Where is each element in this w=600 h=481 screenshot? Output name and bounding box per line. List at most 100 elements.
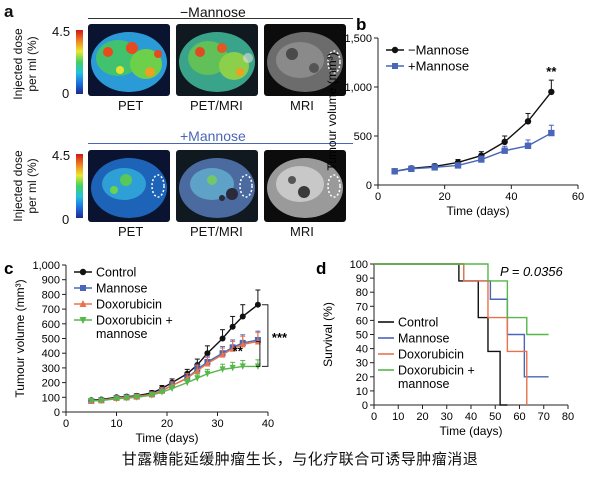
x-tick-label-b: 20: [439, 191, 451, 203]
x-axis-label-c: Time (days): [136, 431, 199, 445]
panel-a-label: a: [4, 2, 14, 21]
legend-marker-b-0: [391, 46, 399, 54]
y-tick-label-d: 100: [350, 259, 368, 271]
y-tick-label-d: 50: [356, 330, 368, 342]
bracket-c-inner: [255, 340, 261, 367]
x-axis-label-d: Time (days): [440, 424, 503, 438]
data-point-c-0: [219, 335, 226, 342]
colorbar-max-top: 4.5: [52, 24, 71, 39]
y-tick-label-c: 800: [42, 289, 60, 301]
data-point-c-0: [204, 350, 211, 357]
label-mri-top: MRI: [290, 98, 314, 113]
y-tick-label-c: 0: [54, 407, 60, 419]
minus-mannose-line: [88, 18, 353, 19]
y-tick-label-c: 400: [42, 348, 60, 360]
plus-mannose-title: +Mannose: [180, 128, 246, 144]
figure-caption: 甘露糖能延缓肿瘤生长，与化疗联合可诱导肿瘤消退: [121, 450, 479, 468]
x-tick-label-c: 40: [262, 418, 274, 430]
legend-label-b-0: −Mannose: [408, 43, 469, 58]
data-point-b-0: [548, 88, 555, 96]
y-tick-label-d: 40: [356, 344, 368, 356]
colorbar-max-bottom: 4.5: [52, 148, 71, 163]
label-mri-bottom: MRI: [290, 224, 314, 239]
series-line-b-1: [394, 132, 552, 172]
y-tick-label-b: 0: [366, 180, 372, 192]
data-point-c-0: [254, 301, 261, 308]
data-point-b-1: [478, 156, 485, 163]
data-point-c-0: [239, 313, 246, 320]
x-tick-label-c: 10: [110, 418, 122, 430]
x-tick-label-d: 0: [371, 411, 377, 423]
series-line-b-0: [394, 91, 552, 172]
legend-label-c-1: Mannose: [96, 282, 147, 296]
data-point-c-2: [194, 367, 201, 374]
pet-mri-image-minus: [176, 24, 258, 96]
legend-marker-c-1: [80, 285, 86, 291]
data-point-c-2: [184, 374, 191, 382]
y-axis-label-c: Tumour volume (mm³): [13, 279, 27, 397]
panel-c-label: c: [4, 259, 13, 278]
legend-marker-c-2: [79, 300, 87, 307]
y-tick-label-c: 600: [42, 319, 60, 331]
label-petmri-bottom: PET/MRI: [190, 224, 243, 239]
y-axis-label-b: Tumour volume (mm³): [325, 52, 339, 170]
y-tick-label-d: 70: [356, 301, 368, 313]
legend-label-c-0: Control: [96, 266, 136, 280]
x-tick-label-b: 0: [375, 191, 381, 203]
data-point-c-3: [169, 385, 176, 392]
legend-label-d-3-line2: mannose: [398, 377, 449, 391]
data-point-b-1: [524, 142, 532, 149]
mri-image-plus: [264, 150, 346, 222]
significance-b: **: [546, 64, 557, 79]
y-tick-label-d: 10: [356, 386, 368, 398]
data-point-c-3: [88, 397, 95, 405]
x-tick-label-c: 0: [63, 418, 69, 430]
legend-label-d-3: Doxorubicin +: [398, 364, 475, 378]
data-point-c-3: [239, 363, 246, 370]
data-point-c-3: [133, 394, 140, 401]
x-tick-label-d: 70: [538, 411, 550, 423]
legend-label-c-3-line2: mannose: [96, 327, 147, 341]
y-tick-label-c: 200: [42, 378, 60, 390]
data-point-c-2: [204, 359, 211, 367]
legend-marker-c-0: [79, 268, 87, 276]
x-tick-label-b: 40: [505, 191, 517, 203]
y-tick-label-d: 80: [356, 287, 368, 299]
pet-image-minus: [88, 24, 170, 96]
y-tick-label-b: 1,000: [344, 82, 372, 94]
minus-mannose-title: −Mannose: [180, 4, 246, 20]
pet-mri-image-plus: [176, 150, 258, 222]
y-tick-label-d: 0: [362, 400, 368, 412]
data-point-c-2: [239, 340, 246, 348]
data-point-b-1: [501, 147, 508, 154]
panel-b-label: b: [356, 15, 366, 34]
colorbar-top: [76, 30, 83, 94]
x-tick-label-d: 30: [441, 411, 453, 423]
label-pet-top: PET: [118, 98, 144, 113]
data-point-c-3: [229, 364, 236, 372]
x-tick-label-d: 60: [513, 411, 525, 423]
mri-image-minus: [264, 24, 346, 96]
data-point-b-1: [454, 162, 462, 169]
pet-image-plus: [88, 150, 170, 222]
x-tick-label-c: 30: [211, 418, 223, 430]
x-tick-label-c: 20: [161, 418, 173, 430]
panel-d-label: d: [316, 259, 326, 278]
data-point-c-3: [219, 366, 226, 373]
y-tick-label-c: 1,000: [32, 260, 60, 272]
data-point-c-3: [98, 397, 105, 405]
data-point-c-3: [204, 370, 211, 378]
data-point-c-3: [194, 375, 201, 382]
data-point-c-2: [219, 351, 226, 358]
x-tick-label-d: 10: [392, 411, 404, 423]
data-point-c-0: [229, 323, 236, 330]
bracket-c-outer: [261, 304, 269, 367]
x-tick-label-d: 20: [416, 411, 428, 423]
y-tick-label-c: 500: [42, 334, 60, 346]
colorbar-min-bottom: 0: [62, 212, 70, 227]
data-point-c-2: [229, 345, 236, 352]
y-tick-label-c: 900: [42, 275, 60, 287]
x-tick-label-d: 40: [465, 411, 477, 423]
x-axis-label-b: Time (days): [447, 204, 510, 218]
significance-c-outer: ***: [272, 330, 288, 345]
